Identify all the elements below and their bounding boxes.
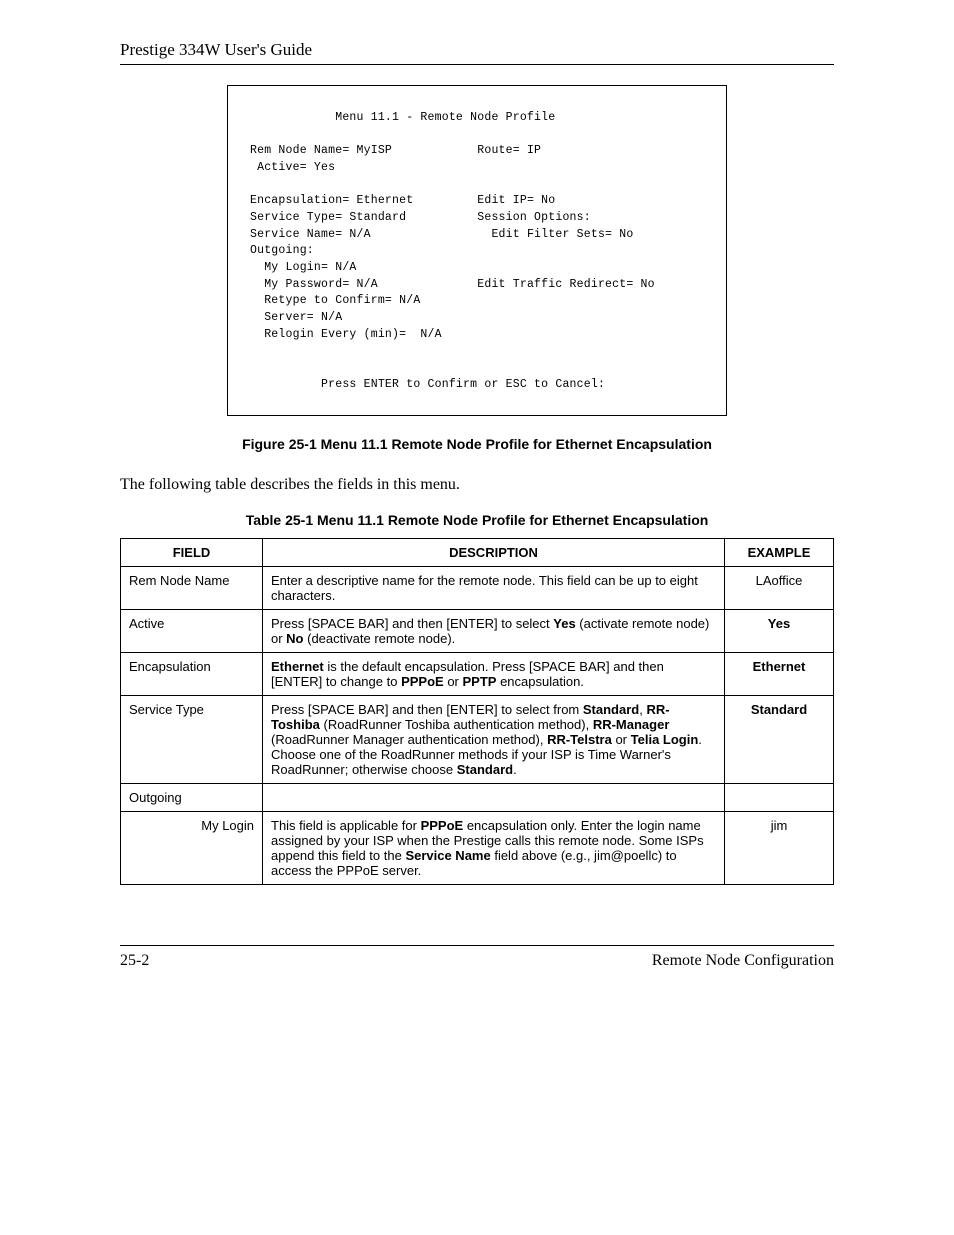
table-row: ActivePress [SPACE BAR] and then [ENTER]… [121,610,834,653]
cell-example: LAoffice [725,567,834,610]
table-caption: Table 25-1 Menu 11.1 Remote Node Profile… [120,512,834,528]
cell-description: Press [SPACE BAR] and then [ENTER] to se… [263,696,725,784]
terminal-screen: Menu 11.1 - Remote Node Profile Rem Node… [227,85,727,416]
cell-example [725,784,834,812]
th-field: FIELD [121,539,263,567]
cell-field: Outgoing [121,784,263,812]
cell-description: Press [SPACE BAR] and then [ENTER] to se… [263,610,725,653]
page-header: Prestige 334W User's Guide [120,40,834,65]
cell-description: Ethernet is the default encapsulation. P… [263,653,725,696]
page-footer: 25-2 Remote Node Configuration [120,945,834,970]
cell-example: Ethernet [725,653,834,696]
cell-field: Rem Node Name [121,567,263,610]
table-row: My LoginThis field is applicable for PPP… [121,812,834,885]
th-example: EXAMPLE [725,539,834,567]
footer-page-number: 25-2 [120,952,149,970]
cell-description: Enter a descriptive name for the remote … [263,567,725,610]
cell-field: Active [121,610,263,653]
figure-caption: Figure 25-1 Menu 11.1 Remote Node Profil… [120,436,834,452]
terminal-content: Menu 11.1 - Remote Node Profile Rem Node… [250,110,704,393]
cell-description [263,784,725,812]
table-row: Service TypePress [SPACE BAR] and then [… [121,696,834,784]
table-row: Rem Node NameEnter a descriptive name fo… [121,567,834,610]
cell-example: Yes [725,610,834,653]
intro-paragraph: The following table describes the fields… [120,476,834,494]
cell-example: jim [725,812,834,885]
cell-example: Standard [725,696,834,784]
table-row: EncapsulationEthernet is the default enc… [121,653,834,696]
cell-field: Encapsulation [121,653,263,696]
cell-description: This field is applicable for PPPoE encap… [263,812,725,885]
cell-field: Service Type [121,696,263,784]
header-title: Prestige 334W User's Guide [120,40,312,59]
fields-table: FIELD DESCRIPTION EXAMPLE Rem Node NameE… [120,538,834,885]
table-row: Outgoing [121,784,834,812]
cell-field: My Login [121,812,263,885]
table-header-row: FIELD DESCRIPTION EXAMPLE [121,539,834,567]
th-description: DESCRIPTION [263,539,725,567]
footer-section: Remote Node Configuration [652,952,834,970]
